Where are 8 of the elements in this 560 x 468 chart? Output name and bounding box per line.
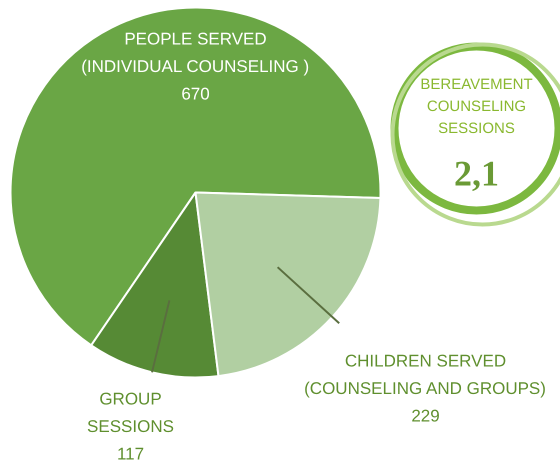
- text: BEREAVEMENT COUNSELING SESSIONS: [420, 76, 533, 138]
- slice-label: CHILDREN SERVED (COUNSELING AND GROUPS): [304, 351, 546, 398]
- slice-label: GROUP SESSIONS: [87, 389, 174, 436]
- data-label: 117: [116, 444, 144, 464]
- data-label: 670: [181, 84, 210, 104]
- text: 2,1: [454, 154, 499, 194]
- data-label: 229: [411, 406, 440, 426]
- slice-label: PEOPLE SERVED (INDIVIDUAL COUNSELING ): [81, 30, 310, 76]
